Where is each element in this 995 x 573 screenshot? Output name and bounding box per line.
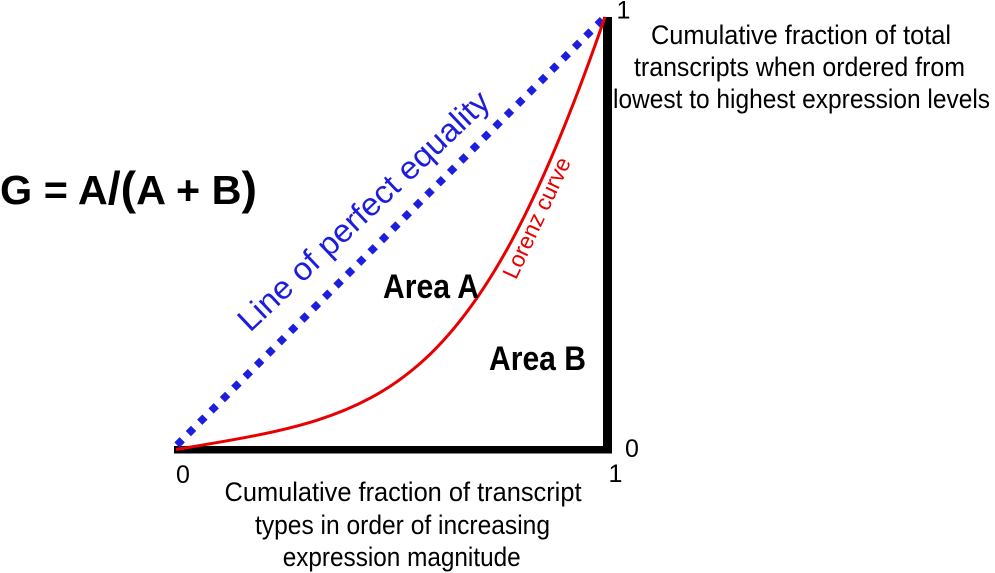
svg-text:Cumulative fraction of transcr: Cumulative fraction of transcript <box>225 477 582 507</box>
svg-text:expression magnitude: expression magnitude <box>283 542 521 572</box>
svg-text:lowest to highest expression l: lowest to highest expression levels <box>613 84 990 114</box>
svg-text:Area A: Area A <box>383 268 479 306</box>
svg-text:transcripts when ordered from: transcripts when ordered from <box>634 52 965 82</box>
svg-text:G = A/(A + B): G = A/(A + B) <box>0 162 257 214</box>
svg-text:Cumulative fraction of total: Cumulative fraction of total <box>651 20 951 50</box>
svg-text:0: 0 <box>176 461 190 489</box>
svg-text:0: 0 <box>625 435 639 463</box>
svg-text:1: 1 <box>617 0 631 25</box>
svg-text:1: 1 <box>609 460 623 488</box>
svg-text:types in order of increasing: types in order of increasing <box>255 510 550 540</box>
svg-text:Area B: Area B <box>489 340 586 378</box>
svg-text:Lorenz curve: Lorenz curve <box>497 153 576 283</box>
